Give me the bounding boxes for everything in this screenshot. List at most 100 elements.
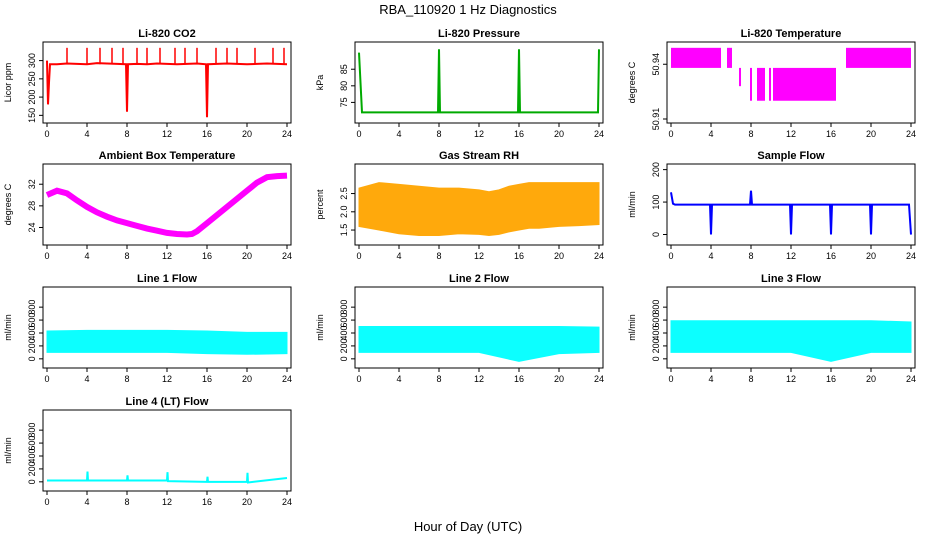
y-tick-label: 800 (27, 300, 37, 315)
y-tick-label: 800 (339, 300, 349, 315)
x-tick-label: 4 (708, 129, 713, 139)
x-tick-label: 8 (748, 251, 753, 261)
x-tick-label: 20 (866, 129, 876, 139)
x-tick-label: 20 (242, 251, 252, 261)
series-line (670, 190, 912, 235)
x-tick-label: 16 (826, 251, 836, 261)
x-tick-label: 12 (474, 129, 484, 139)
x-tick-label: 4 (84, 129, 89, 139)
x-tick-label: 24 (594, 129, 604, 139)
panel-ambient-box-temperature: Ambient Box Temperature degrees C 0 4 8 12 16 2… (3, 150, 292, 261)
panel-line-4-lt-flow: Line 4 (LT) Flow ml/min 0 4 8 12 16 20 24 0 200400… (3, 396, 292, 507)
x-tick-label: 24 (906, 251, 916, 261)
panel-li-820-co2: Li-820 CO2 Licor ppm 0 4 8 12 16 20 24 150 200 250 3… (3, 28, 292, 139)
panel-line-1-flow: Line 1 Flow ml/min 0 4 8 12 16 20 24 0 20040060080… (3, 273, 292, 384)
y-axis-label: ml/min (315, 314, 325, 341)
x-tick-label: 16 (202, 251, 212, 261)
panel-title: Line 1 Flow (137, 273, 197, 285)
x-tick-label: 0 (668, 374, 673, 384)
panel-title: Sample Flow (757, 150, 825, 162)
x-tick-label: 8 (436, 374, 441, 384)
y-tick-label: 200 (27, 338, 37, 353)
y-tick-label: 24 (27, 222, 37, 232)
x-tick-label: 16 (202, 497, 212, 507)
x-tick-label: 20 (554, 129, 564, 139)
series-line (45, 172, 288, 238)
data-band (769, 67, 771, 101)
panel-li-820-pressure: Li-820 Pressure kPa 0 4 8 12 16 20 24 75 80 85 (315, 28, 604, 139)
data-band (750, 67, 752, 101)
x-tick-label: 0 (44, 251, 49, 261)
y-axis-label: ml/min (3, 437, 13, 464)
y-tick-label: 800 (27, 423, 37, 438)
panel-line-2-flow: Line 2 Flow ml/min 0 4 8 12 16 20 24 0 20040060080… (315, 273, 604, 384)
x-tick-label: 4 (396, 129, 401, 139)
y-tick-label: 50.91 (651, 108, 661, 131)
y-tick-label: 600 (27, 313, 37, 328)
plot-frame (354, 41, 604, 124)
data-band (757, 67, 765, 101)
x-tick-label: 0 (44, 497, 49, 507)
y-tick-label: 28 (27, 201, 37, 211)
series-area (358, 182, 600, 237)
x-tick-label: 20 (866, 374, 876, 384)
x-tick-label: 4 (708, 374, 713, 384)
x-tick-label: 24 (282, 497, 292, 507)
y-axis-label: degrees C (627, 61, 637, 103)
plot-frame (42, 286, 292, 369)
y-axis-label: kPa (315, 75, 325, 91)
x-tick-label: 16 (826, 129, 836, 139)
panel-title: Li-820 Temperature (741, 28, 842, 40)
x-tick-label: 0 (356, 251, 361, 261)
y-axis-label: degrees C (3, 183, 13, 225)
plot-frame (42, 41, 292, 124)
y-tick-label: 600 (651, 313, 661, 328)
x-tick-label: 0 (44, 129, 49, 139)
panel-title: Line 4 (LT) Flow (126, 396, 209, 408)
y-tick-label: 2.0 (339, 206, 349, 219)
data-band (739, 67, 741, 87)
series-area (670, 320, 912, 362)
panel-title: Li-820 CO2 (138, 28, 195, 40)
y-tick-label: 1.5 (339, 224, 349, 237)
x-tick-label: 20 (554, 374, 564, 384)
y-tick-label: 400 (27, 448, 37, 463)
figure-title: RBA_110920 1 Hz Diagnostics (379, 2, 557, 17)
panel-li-820-temperature: Li-820 Temperature degrees C 0 4 8 12 16 20 24 50… (627, 28, 916, 139)
y-tick-label: 50.94 (651, 53, 661, 76)
x-tick-label: 24 (282, 374, 292, 384)
y-tick-label: 200 (339, 338, 349, 353)
x-tick-label: 12 (162, 497, 172, 507)
x-tick-label: 8 (748, 374, 753, 384)
y-tick-label: 600 (339, 313, 349, 328)
x-tick-label: 12 (474, 374, 484, 384)
panel-title: Line 2 Flow (449, 273, 509, 285)
x-tick-label: 4 (708, 251, 713, 261)
y-tick-label: 2.5 (339, 187, 349, 200)
x-tick-label: 8 (436, 129, 441, 139)
y-tick-label: 0 (27, 479, 37, 484)
panel-sample-flow: Sample Flow ml/min 0 4 8 12 16 20 24 0 100 200 (627, 150, 916, 261)
y-tick-label: 200 (651, 338, 661, 353)
x-tick-label: 24 (594, 251, 604, 261)
x-tick-label: 4 (396, 251, 401, 261)
x-tick-label: 12 (786, 251, 796, 261)
x-tick-label: 12 (786, 129, 796, 139)
y-tick-label: 250 (27, 71, 37, 86)
panel-gas-stream-rh: Gas Stream RH percent 0 4 8 12 16 20 24 1.5 2.0 2.5 (315, 150, 604, 261)
x-tick-label: 0 (356, 374, 361, 384)
x-tick-label: 12 (162, 374, 172, 384)
x-tick-label: 16 (514, 251, 524, 261)
x-tick-label: 24 (282, 129, 292, 139)
y-tick-label: 200 (27, 461, 37, 476)
series-line (358, 49, 600, 114)
y-axis-label: ml/min (3, 314, 13, 341)
x-tick-label: 16 (514, 129, 524, 139)
y-tick-label: 0 (651, 232, 661, 237)
x-tick-label: 4 (396, 374, 401, 384)
data-band (851, 47, 911, 68)
x-tick-label: 0 (44, 374, 49, 384)
x-tick-label: 24 (906, 374, 916, 384)
x-tick-label: 8 (124, 129, 129, 139)
